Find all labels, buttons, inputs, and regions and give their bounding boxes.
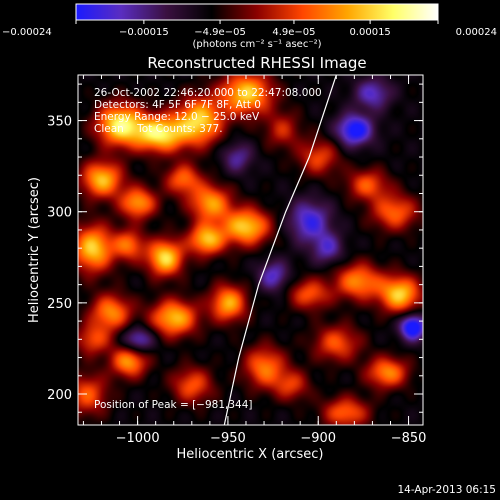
colorbar-tick-label: 0.00015 [349,27,390,38]
colorbar-tick-label: 4.9e−05 [272,27,315,38]
heatmap-image [78,75,423,425]
y-tick-label: 300 [47,206,72,221]
plot-area: −1000 −950 −900 −850 200 250 300 350 [47,74,426,446]
x-axis-label: Heliocentric X (arcsec) [177,447,324,462]
plot-annotations: 26-Oct-2002 22:46:20.000 to 22:47:08.000… [94,87,322,411]
x-tick-label: −850 [391,431,427,446]
heatmap-canvas [78,75,423,425]
annotation-clean-counts: Clean Tot Counts: 377. [94,123,223,135]
axis-ticks: −1000 −950 −900 −850 200 250 300 350 [47,75,426,446]
annotation-peak-position: Position of Peak = [−981,344] [94,399,253,411]
annotation-detectors: Detectors: 4F 5F 6F 7F 8F, Att 0 [94,99,261,111]
y-axis-label: Heliocentric Y (arcsec) [27,177,42,323]
annotation-time-range: 26-Oct-2002 22:46:20.000 to 22:47:08.000 [94,87,322,99]
x-tick-label: −1000 [116,431,160,446]
plot-frame [77,74,424,426]
colorbar-tick-label: −0.00024 [2,27,52,38]
y-tick-label: 350 [47,115,72,130]
colorbar-ticks: −0.00024 −0.00015 −4.9e−05 4.9e−05 0.00015 0.… [2,20,497,38]
colorbar-unit-label: (photons cm⁻² s⁻¹ asec⁻²) [192,39,321,50]
colorbar-tick-label: −0.00015 [119,27,169,38]
y-tick-label: 200 [47,388,72,403]
colorbar: −0.00024 −0.00015 −4.9e−05 4.9e−05 0.00015 0.… [2,3,497,50]
annotation-energy-range: Energy Range: 12.0 − 25.0 keV [94,111,260,123]
x-tick-label: −900 [300,431,336,446]
generated-timestamp: 14-Apr-2013 06:15 [397,484,496,496]
colorbar-tick-label: −4.9e−05 [194,27,246,38]
colorbar-tick-label: 0.00024 [456,27,497,38]
colorbar-gradient [75,3,439,21]
chart-title: Reconstructed RHESSI Image [147,54,366,72]
solar-limb-curve [223,75,337,425]
y-tick-label: 250 [47,297,72,312]
x-tick-label: −950 [210,431,246,446]
